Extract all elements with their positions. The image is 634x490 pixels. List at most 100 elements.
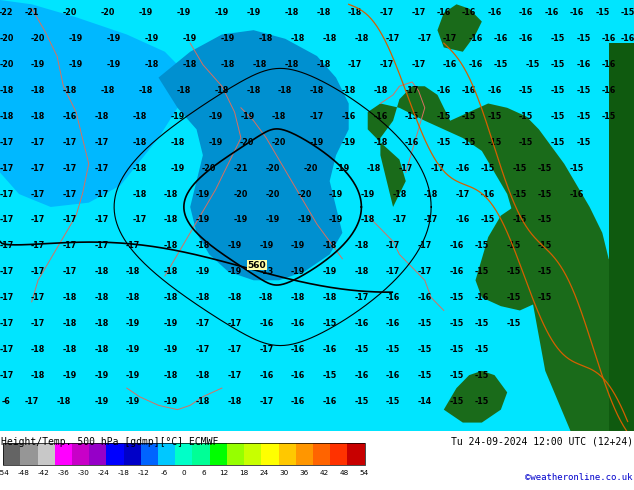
Text: -16: -16	[456, 164, 470, 172]
Text: -18: -18	[354, 267, 368, 276]
Text: -15: -15	[519, 138, 533, 147]
Text: -19: -19	[297, 216, 311, 224]
Text: -16: -16	[469, 60, 482, 69]
Text: -16: -16	[570, 8, 584, 18]
Bar	[330, 443, 347, 466]
Text: -18: -18	[31, 112, 45, 121]
Text: -17: -17	[228, 370, 242, 380]
Text: -16: -16	[386, 293, 400, 302]
Text: -20: -20	[234, 190, 248, 198]
Text: -16: -16	[481, 190, 495, 198]
Text: -17: -17	[0, 138, 13, 147]
Text: -15: -15	[354, 396, 368, 406]
Text: -18: -18	[291, 293, 305, 302]
Bar	[124, 443, 141, 466]
Text: -16: -16	[259, 319, 273, 328]
Text: -19: -19	[171, 164, 184, 172]
Text: -15: -15	[386, 345, 400, 354]
Text: 36: 36	[300, 470, 309, 476]
Text: 12: 12	[219, 470, 229, 476]
Text: -15: -15	[475, 370, 489, 380]
Text: -16: -16	[488, 86, 501, 95]
Text: -19: -19	[291, 241, 305, 250]
Text: -19: -19	[196, 216, 210, 224]
Text: -18: -18	[133, 190, 146, 198]
Text: -16: -16	[602, 86, 616, 95]
Text: -16: -16	[519, 34, 533, 43]
Text: -17: -17	[63, 216, 77, 224]
Text: -18: -18	[259, 34, 273, 43]
Text: -16: -16	[494, 34, 508, 43]
Text: -18: -18	[145, 60, 159, 69]
Text: -15: -15	[418, 370, 432, 380]
Text: -19: -19	[69, 60, 83, 69]
Text: -16: -16	[342, 112, 356, 121]
Text: -17: -17	[380, 8, 394, 18]
Text: -17: -17	[31, 241, 45, 250]
Text: -15: -15	[494, 60, 508, 69]
Text: -15: -15	[538, 293, 552, 302]
Text: -17: -17	[94, 138, 108, 147]
Text: -19: -19	[361, 190, 375, 198]
Text: -18: -18	[101, 86, 115, 95]
Text: -16: -16	[576, 60, 590, 69]
Text: -17: -17	[399, 164, 413, 172]
Text: -15: -15	[570, 164, 584, 172]
Text: -17: -17	[31, 164, 45, 172]
Text: -20: -20	[304, 164, 318, 172]
Text: -18: -18	[0, 112, 13, 121]
Text: -17: -17	[380, 60, 394, 69]
Text: -15: -15	[551, 34, 565, 43]
Text: -18: -18	[164, 370, 178, 380]
Text: 54: 54	[360, 470, 369, 476]
Text: -21: -21	[25, 8, 39, 18]
Text: -18: -18	[342, 86, 356, 95]
Text: -17: -17	[259, 345, 273, 354]
Text: -16: -16	[386, 319, 400, 328]
Text: -17: -17	[133, 216, 146, 224]
Text: -18: -18	[164, 293, 178, 302]
Text: -16: -16	[475, 293, 489, 302]
Text: -16: -16	[405, 138, 419, 147]
Text: -15: -15	[418, 345, 432, 354]
Text: -18: -18	[323, 34, 337, 43]
Text: -19: -19	[335, 164, 349, 172]
Text: -18: -18	[177, 86, 191, 95]
Text: -18: -18	[94, 345, 108, 354]
Polygon shape	[437, 4, 482, 52]
Text: -17: -17	[63, 138, 77, 147]
Text: -36: -36	[58, 470, 69, 476]
Text: -17: -17	[0, 345, 13, 354]
Polygon shape	[0, 0, 190, 207]
Text: -17: -17	[405, 86, 419, 95]
Text: -12: -12	[138, 470, 150, 476]
Text: -16: -16	[354, 319, 368, 328]
Text: -18: -18	[133, 164, 146, 172]
Text: -15: -15	[475, 267, 489, 276]
Text: -15: -15	[450, 319, 463, 328]
Text: -17: -17	[228, 319, 242, 328]
Polygon shape	[444, 371, 507, 422]
Text: -18: -18	[272, 112, 286, 121]
Text: 6: 6	[202, 470, 206, 476]
Text: -17: -17	[63, 190, 77, 198]
Text: -17: -17	[63, 241, 77, 250]
Text: -16: -16	[450, 267, 463, 276]
Bar	[193, 443, 210, 466]
Text: -17: -17	[310, 112, 324, 121]
Text: -15: -15	[602, 112, 616, 121]
Text: 560: 560	[247, 261, 266, 270]
Bar	[55, 443, 72, 466]
Text: -15: -15	[538, 216, 552, 224]
Text: ©weatheronline.co.uk: ©weatheronline.co.uk	[525, 472, 633, 482]
Text: -18: -18	[354, 241, 368, 250]
Bar	[261, 443, 278, 466]
Text: -19: -19	[215, 8, 229, 18]
Text: -13: -13	[259, 267, 273, 276]
Text: -19: -19	[63, 370, 77, 380]
Text: -18: -18	[133, 112, 146, 121]
Text: -18: -18	[316, 60, 330, 69]
Text: -18: -18	[367, 164, 381, 172]
Text: -15: -15	[538, 190, 552, 198]
Text: -15: -15	[481, 216, 495, 224]
